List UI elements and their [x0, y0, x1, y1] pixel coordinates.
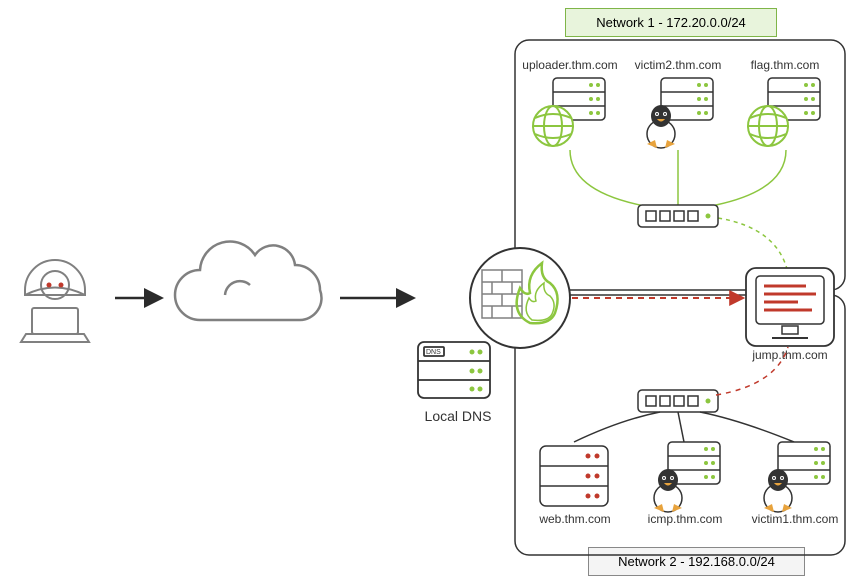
- flag-icon: [748, 78, 820, 146]
- net2-switch-icon: [638, 390, 718, 412]
- web-icon: [540, 446, 608, 506]
- net1-switch-jump-link: [718, 218, 788, 273]
- victim2-icon: [647, 78, 713, 148]
- icmp-icon: [654, 442, 720, 512]
- jump-icon: [746, 268, 834, 346]
- diagram-svg: DNS: [0, 0, 861, 584]
- svg-text:DNS: DNS: [426, 349, 441, 356]
- net2-switch-jump-link: [716, 347, 788, 395]
- net2-links: [574, 412, 794, 442]
- net1-switch-icon: [638, 205, 718, 227]
- uploader-icon: [533, 78, 605, 146]
- dns-server-icon: DNS: [418, 342, 490, 398]
- hacker-icon: [21, 260, 89, 342]
- victim1-icon: [764, 442, 830, 512]
- firewall-icon: [470, 248, 570, 348]
- net1-links: [570, 150, 786, 211]
- cloud-icon: [175, 242, 321, 320]
